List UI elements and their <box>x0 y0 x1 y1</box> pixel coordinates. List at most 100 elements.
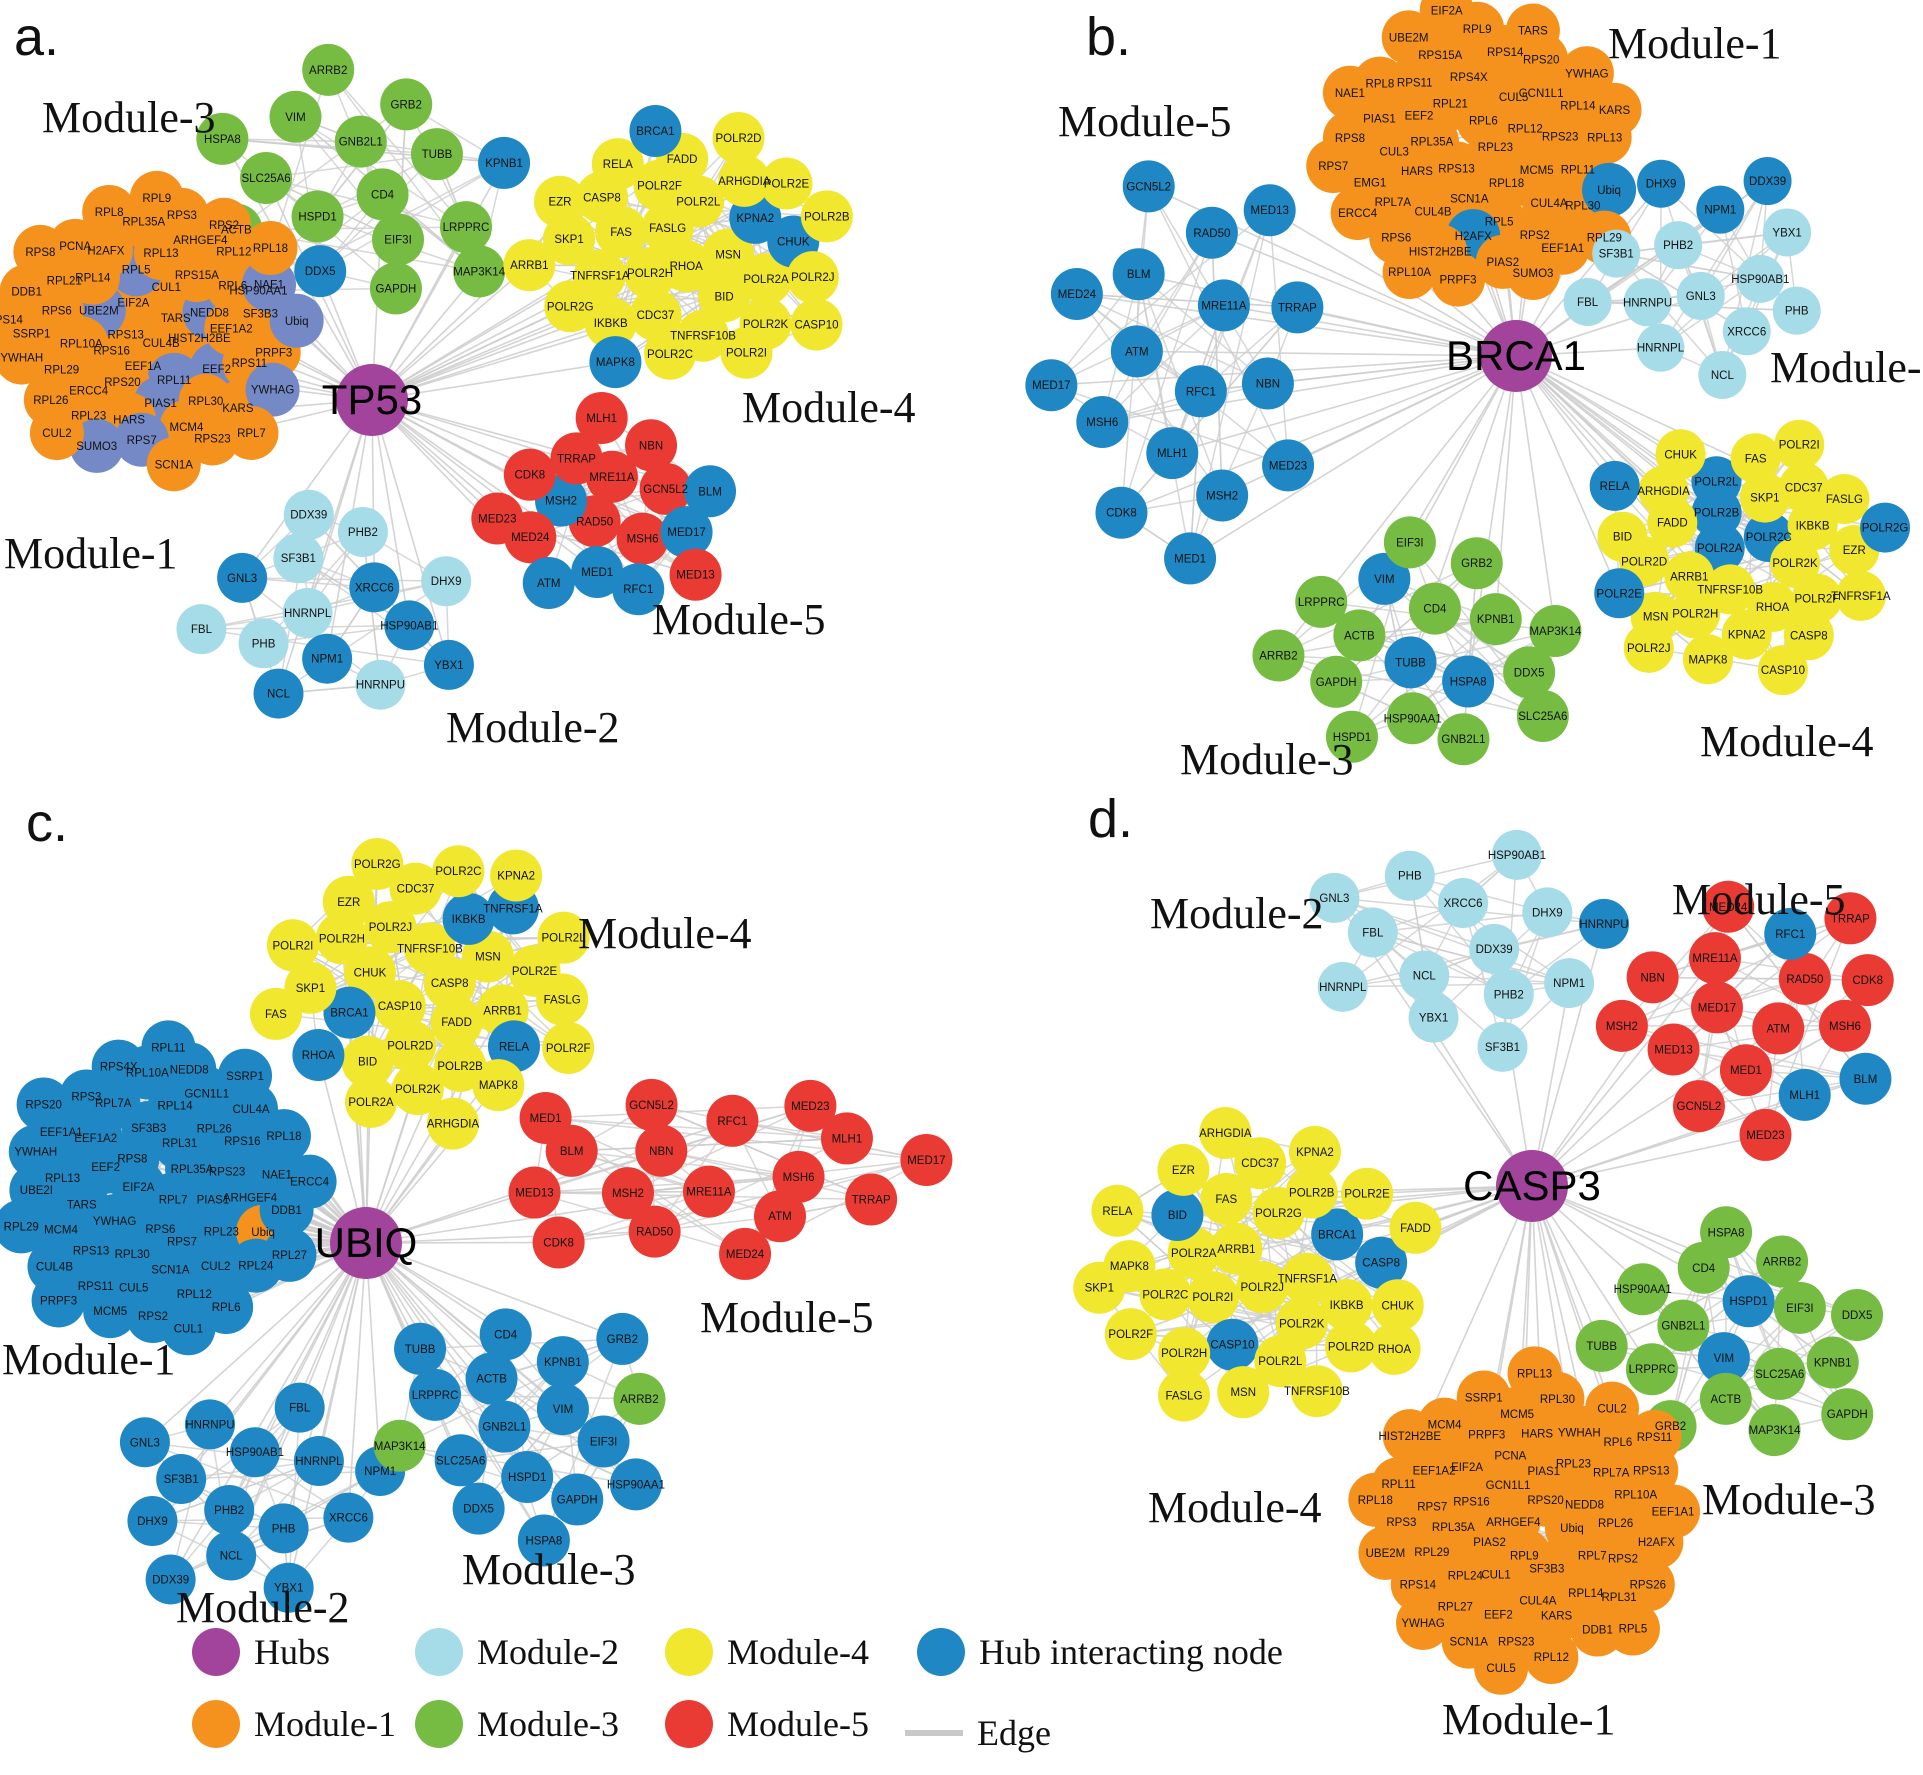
hub-node-brca1[interactable] <box>1480 320 1552 392</box>
node-kpnb1[interactable] <box>536 1336 589 1389</box>
node-med17[interactable] <box>660 506 713 559</box>
node-fbl[interactable] <box>176 604 227 655</box>
node-npm1[interactable] <box>1544 958 1595 1009</box>
node-kpna2[interactable] <box>1721 609 1772 660</box>
node-eif3i[interactable] <box>577 1415 630 1468</box>
node-polr2e[interactable] <box>1341 1167 1394 1220</box>
node-msh6[interactable] <box>772 1150 825 1203</box>
node-ezr[interactable] <box>533 175 586 228</box>
node-polr2f[interactable] <box>542 1022 595 1075</box>
node-msh2[interactable] <box>1196 469 1249 522</box>
node-xrcc6[interactable] <box>1438 878 1489 929</box>
node-tnfrsf10b[interactable] <box>1705 564 1756 615</box>
node-mapk8[interactable] <box>472 1059 525 1112</box>
node-rfc1[interactable] <box>1174 365 1227 418</box>
node-polr2c[interactable] <box>644 327 697 380</box>
node-rpl18[interactable] <box>1348 1472 1403 1527</box>
node-eef1a1[interactable] <box>1646 1484 1701 1539</box>
node-hsp90aa1[interactable] <box>1386 692 1439 745</box>
node-map3k14[interactable] <box>1748 1404 1801 1457</box>
node-tubb[interactable] <box>1384 636 1437 689</box>
node-ezr[interactable] <box>1157 1143 1210 1196</box>
node-fbl[interactable] <box>274 1382 325 1433</box>
node-rela[interactable] <box>591 138 644 191</box>
node-prpf3[interactable] <box>1431 252 1486 307</box>
node-phb[interactable] <box>1772 286 1821 335</box>
node-phb2[interactable] <box>1654 221 1703 270</box>
node-med24[interactable] <box>1702 880 1755 933</box>
node-polr2c[interactable] <box>1139 1268 1192 1321</box>
node-mapk8[interactable] <box>589 336 642 389</box>
node-ikbkb[interactable] <box>442 892 495 945</box>
node-med13[interactable] <box>669 548 722 601</box>
node-lrpprc[interactable] <box>439 201 492 254</box>
node-polr2i[interactable] <box>1774 419 1825 470</box>
node-cd4[interactable] <box>479 1308 532 1361</box>
hub-node-casp3[interactable] <box>1496 1150 1568 1222</box>
node-med17[interactable] <box>900 1133 953 1186</box>
node-rfc1[interactable] <box>612 563 665 616</box>
node-rps8[interactable] <box>13 224 68 279</box>
node-gnb2l1[interactable] <box>1437 713 1490 766</box>
node-rad50[interactable] <box>1185 206 1238 259</box>
node-arhgdia[interactable] <box>718 154 771 207</box>
node-prpf3[interactable] <box>31 1273 86 1328</box>
node-ikbkb[interactable] <box>584 297 637 350</box>
node-polr2g[interactable] <box>351 837 404 890</box>
node-ybx1[interactable] <box>1408 992 1459 1043</box>
node-arrb1[interactable] <box>1210 1222 1263 1275</box>
node-polr2l[interactable] <box>537 911 590 964</box>
node-hnrnpu[interactable] <box>1623 278 1672 327</box>
node-nbn[interactable] <box>625 419 678 472</box>
node-ddx5[interactable] <box>452 1482 505 1535</box>
node-rad50[interactable] <box>1778 952 1831 1005</box>
node-actb[interactable] <box>465 1352 518 1405</box>
node-map3k14[interactable] <box>373 1419 426 1472</box>
node-hspd1[interactable] <box>1325 710 1378 763</box>
node-rps26[interactable] <box>1620 1557 1675 1612</box>
node-casp10[interactable] <box>1206 1318 1259 1371</box>
node-skp1[interactable] <box>1073 1261 1126 1314</box>
node-slc25a6[interactable] <box>240 152 293 205</box>
node-phb2[interactable] <box>1483 969 1534 1020</box>
node-cdk8[interactable] <box>532 1216 585 1269</box>
node-kpna2[interactable] <box>1288 1125 1341 1178</box>
node-polr2b[interactable] <box>434 1039 487 1092</box>
node-arrb2[interactable] <box>302 43 355 96</box>
node-atm[interactable] <box>754 1190 807 1243</box>
node-polr2k[interactable] <box>1770 537 1821 588</box>
node-mlh1[interactable] <box>1146 427 1199 480</box>
node-slc25a6[interactable] <box>434 1434 487 1487</box>
node-xrcc6[interactable] <box>1722 307 1771 356</box>
node-hnrnpl[interactable] <box>1317 961 1368 1012</box>
node-tnfrsf1a[interactable] <box>1281 1252 1334 1305</box>
node-hspa8[interactable] <box>517 1514 570 1567</box>
node-ubiq[interactable] <box>269 293 324 348</box>
node-sf3b1[interactable] <box>1592 229 1641 278</box>
node-dhx9[interactable] <box>1522 887 1573 938</box>
node-polr2d[interactable] <box>384 1019 437 1072</box>
node-msh2[interactable] <box>1595 999 1648 1052</box>
node-vim[interactable] <box>1358 552 1411 605</box>
node-npm1[interactable] <box>1696 185 1745 234</box>
node-ncl[interactable] <box>206 1530 257 1581</box>
node-hspd1[interactable] <box>291 190 344 243</box>
node-cul2[interactable] <box>29 406 84 461</box>
node-dhx9[interactable] <box>421 556 472 607</box>
node-dhx9[interactable] <box>1637 159 1686 208</box>
node-hsp90ab1[interactable] <box>384 600 435 651</box>
node-polr2b[interactable] <box>1285 1166 1338 1219</box>
node-msh6[interactable] <box>1818 999 1871 1052</box>
node-bid[interactable] <box>1597 511 1648 562</box>
node-ddx5[interactable] <box>1831 1289 1884 1342</box>
node-trrap[interactable] <box>1824 892 1877 945</box>
node-eif3i[interactable] <box>372 213 425 266</box>
node-scn1a[interactable] <box>146 437 201 492</box>
node-fbl[interactable] <box>1347 907 1398 958</box>
node-vim[interactable] <box>536 1383 589 1436</box>
node-cul1[interactable] <box>161 1301 216 1356</box>
node-phb[interactable] <box>1384 850 1435 901</box>
node-ddx5[interactable] <box>294 245 347 298</box>
node-casp8[interactable] <box>1355 1236 1408 1289</box>
node-ywhag[interactable] <box>245 362 300 417</box>
